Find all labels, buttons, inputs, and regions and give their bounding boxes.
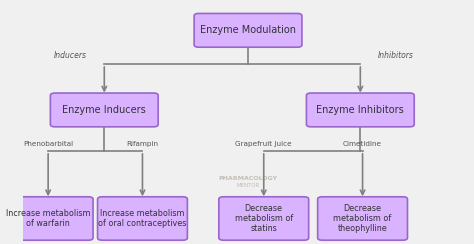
Text: Rifampin: Rifampin	[127, 141, 158, 147]
FancyBboxPatch shape	[219, 197, 309, 240]
Text: Decrease
metabolism of
theophylline: Decrease metabolism of theophylline	[333, 203, 392, 234]
FancyBboxPatch shape	[306, 93, 414, 127]
Text: Decrease
metabolism of
statins: Decrease metabolism of statins	[235, 203, 293, 234]
Text: Inhibitors: Inhibitors	[378, 51, 414, 61]
Text: Cimetidine: Cimetidine	[343, 141, 382, 147]
Text: PHARMACOLOGY: PHARMACOLOGY	[219, 176, 278, 181]
FancyBboxPatch shape	[50, 93, 158, 127]
Text: Enzyme Inducers: Enzyme Inducers	[63, 105, 146, 115]
Text: MENTOR: MENTOR	[237, 183, 260, 188]
FancyBboxPatch shape	[3, 197, 93, 240]
Text: Inducers: Inducers	[53, 51, 86, 61]
Text: Enzyme Modulation: Enzyme Modulation	[200, 25, 296, 35]
Text: Grapefruit Juice: Grapefruit Juice	[236, 141, 292, 147]
Text: Enzyme Inhibitors: Enzyme Inhibitors	[317, 105, 404, 115]
FancyBboxPatch shape	[318, 197, 408, 240]
FancyBboxPatch shape	[194, 13, 302, 47]
FancyBboxPatch shape	[98, 197, 187, 240]
Text: Increase metabolism
of oral contraceptives: Increase metabolism of oral contraceptiv…	[98, 209, 187, 228]
Text: Increase metabolism
of warfarin: Increase metabolism of warfarin	[6, 209, 91, 228]
Text: Phenobarbital: Phenobarbital	[23, 141, 73, 147]
